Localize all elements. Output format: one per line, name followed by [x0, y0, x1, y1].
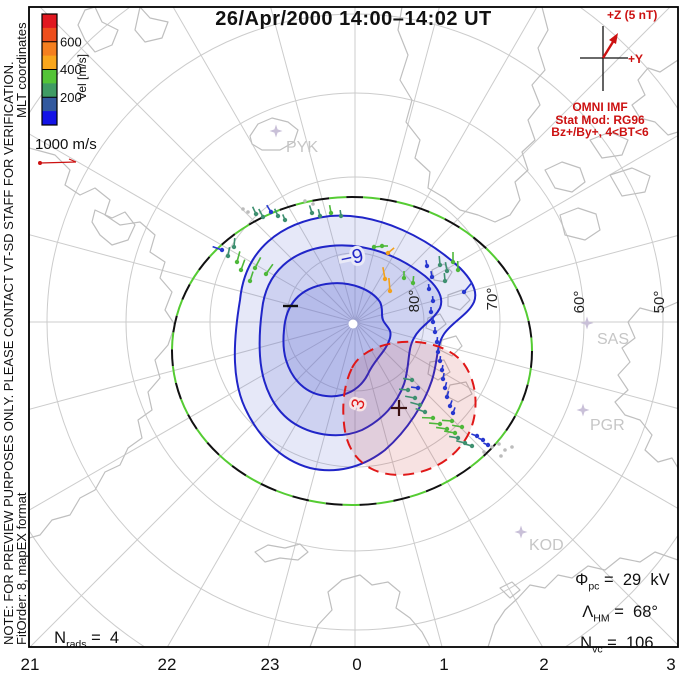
station-label: SAS: [597, 331, 629, 348]
potential-max-marker: [391, 400, 407, 416]
reference-arrow: [38, 158, 77, 165]
station-marker: [514, 525, 528, 539]
contour-label-negative: −9: [339, 245, 366, 271]
mlt-axis-label: 0: [352, 655, 361, 674]
station-label: PYK: [286, 139, 318, 156]
contour-plus3: [342, 340, 477, 476]
colorbar-axis-label: Vel [m/s]: [75, 54, 89, 100]
station-marker: [580, 316, 594, 330]
mlt-axis-labels: 21 22 23 0 1 2 3: [21, 655, 676, 674]
latitude-label: 60°: [571, 291, 588, 314]
mlt-axis-label: 22: [158, 655, 177, 674]
mlt-axis-label: 23: [261, 655, 280, 674]
latitude-label: 50°: [651, 291, 668, 314]
mlt-axis-label: 1: [439, 655, 448, 674]
station-marker: [269, 124, 283, 138]
contour-minus15: [282, 282, 392, 398]
latitude-label: 80°: [406, 290, 423, 313]
latitude-label: 70°: [484, 288, 501, 311]
heppner-maynard-boundary: [171, 196, 533, 506]
station-marker: [576, 403, 590, 417]
mlt-axis-label: 3: [666, 655, 675, 674]
positive-potential-cell: [342, 340, 477, 476]
colorbar-tick-label: 600: [60, 34, 82, 49]
latitude-labels: 80° 70° 60° 50°: [406, 288, 668, 314]
mlt-axis-label: 21: [21, 655, 40, 674]
radar-stations: PYK SAS PGR KOD: [269, 124, 629, 554]
plot-frame: [28, 6, 679, 648]
velocity-vectors: [212, 199, 514, 458]
negative-potential-cell: [233, 214, 477, 472]
station-label: KOD: [529, 537, 564, 554]
colorbar-tick-label: 400: [60, 62, 82, 77]
station-label: PGR: [590, 417, 625, 434]
imf-dial: [580, 26, 628, 91]
mlt-axis-label: 2: [539, 655, 548, 674]
pole-marker: [348, 319, 358, 329]
colorbar-tick-label: 200: [60, 90, 82, 105]
